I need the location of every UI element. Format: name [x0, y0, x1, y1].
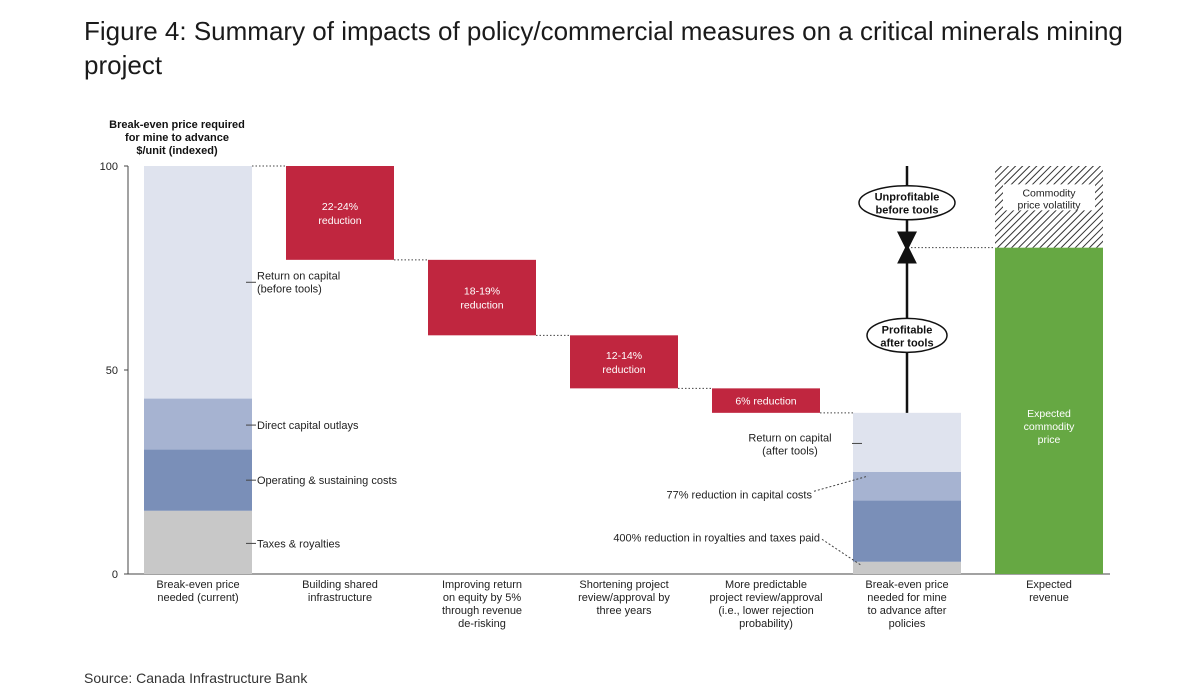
segment-label: Operating & sustaining costs	[257, 475, 398, 487]
unprofitable-label: before tools	[876, 205, 939, 217]
reduction-label: 22-24%	[322, 201, 358, 213]
unprofitable-bubble	[858, 184, 956, 221]
category-label: de-risking	[458, 618, 506, 630]
y-tick-label: 0	[112, 569, 118, 581]
category-label: Building shared	[302, 579, 378, 591]
y-tick-label: 100	[100, 161, 118, 173]
category-label: Improving return	[442, 579, 522, 591]
reduction-label: 6% reduction	[735, 396, 796, 408]
segment-leader	[813, 475, 869, 492]
after-label: 77% reduction in capital costs	[666, 489, 812, 501]
stack-segment	[853, 561, 961, 574]
source-note: Source: Canada Infrastructure Bank	[84, 670, 308, 686]
segment-label: (before tools)	[257, 283, 322, 295]
revenue-label: commodity	[1024, 421, 1076, 433]
y-axis-label: $/unit (indexed)	[136, 145, 218, 157]
segment-leader	[821, 538, 863, 567]
category-label: needed (current)	[157, 592, 238, 604]
stack-segment	[853, 472, 961, 501]
profitable-label: after tools	[880, 337, 933, 349]
stack-segment	[144, 510, 252, 574]
reduction-bar	[712, 388, 820, 413]
reduction-label: reduction	[602, 364, 645, 376]
figure-title: Figure 4: Summary of impacts of policy/c…	[84, 16, 1123, 80]
reduction-bar	[428, 259, 536, 336]
stack-segment	[144, 449, 252, 511]
stack-segment	[853, 500, 961, 562]
segment-label: Return on capital	[257, 270, 340, 282]
reduction-label: 12-14%	[606, 350, 642, 362]
revenue-label: price	[1038, 434, 1061, 446]
segment-label: Direct capital outlays	[257, 420, 359, 432]
category-label: Shortening project	[579, 579, 668, 591]
volatility-label-bg	[1003, 184, 1095, 211]
profitable-label: Profitable	[882, 324, 933, 336]
profitable-bubble	[866, 317, 948, 354]
reduction-label: 18-19%	[464, 286, 500, 298]
reduction-bar	[286, 166, 394, 260]
unprofitable-label: Unprofitable	[875, 192, 940, 204]
category-label: policies	[889, 618, 926, 630]
reduction-label: reduction	[318, 215, 361, 227]
category-label: Expected	[1026, 579, 1072, 591]
category-label: Break-even price	[156, 579, 239, 591]
revenue-label: Expected	[1027, 408, 1071, 420]
after-label: 400% reduction in royalties and taxes pa…	[613, 532, 820, 544]
category-label: needed for mine	[867, 592, 947, 604]
category-label: three years	[596, 605, 652, 617]
category-label: to advance after	[868, 605, 947, 617]
category-label: on equity by 5%	[443, 592, 521, 604]
stack-segment	[853, 412, 961, 472]
stack-segment	[144, 166, 252, 399]
y-axis-label: Break-even price required	[109, 119, 245, 131]
after-label: (after tools)	[762, 445, 818, 457]
volatility-label: price volatility	[1017, 200, 1081, 212]
reduction-bar	[570, 335, 678, 389]
category-label: (i.e., lower rejection	[718, 605, 813, 617]
y-axis-label: for mine to advance	[125, 132, 229, 144]
category-label: Break-even price	[865, 579, 948, 591]
category-label: revenue	[1029, 592, 1069, 604]
category-label: infrastructure	[308, 592, 372, 604]
volatility-label: Commodity	[1022, 188, 1076, 200]
reduction-label: reduction	[460, 300, 503, 312]
category-label: project review/approval	[709, 592, 822, 604]
segment-label: Taxes & royalties	[257, 538, 341, 550]
stack-segment	[144, 398, 252, 450]
y-tick-label: 50	[106, 365, 118, 377]
category-label: through revenue	[442, 605, 522, 617]
category-label: More predictable	[725, 579, 807, 591]
category-label: probability)	[739, 618, 793, 630]
category-label: review/approval by	[578, 592, 670, 604]
after-label: Return on capital	[748, 432, 831, 444]
revenue-bar	[995, 247, 1103, 574]
